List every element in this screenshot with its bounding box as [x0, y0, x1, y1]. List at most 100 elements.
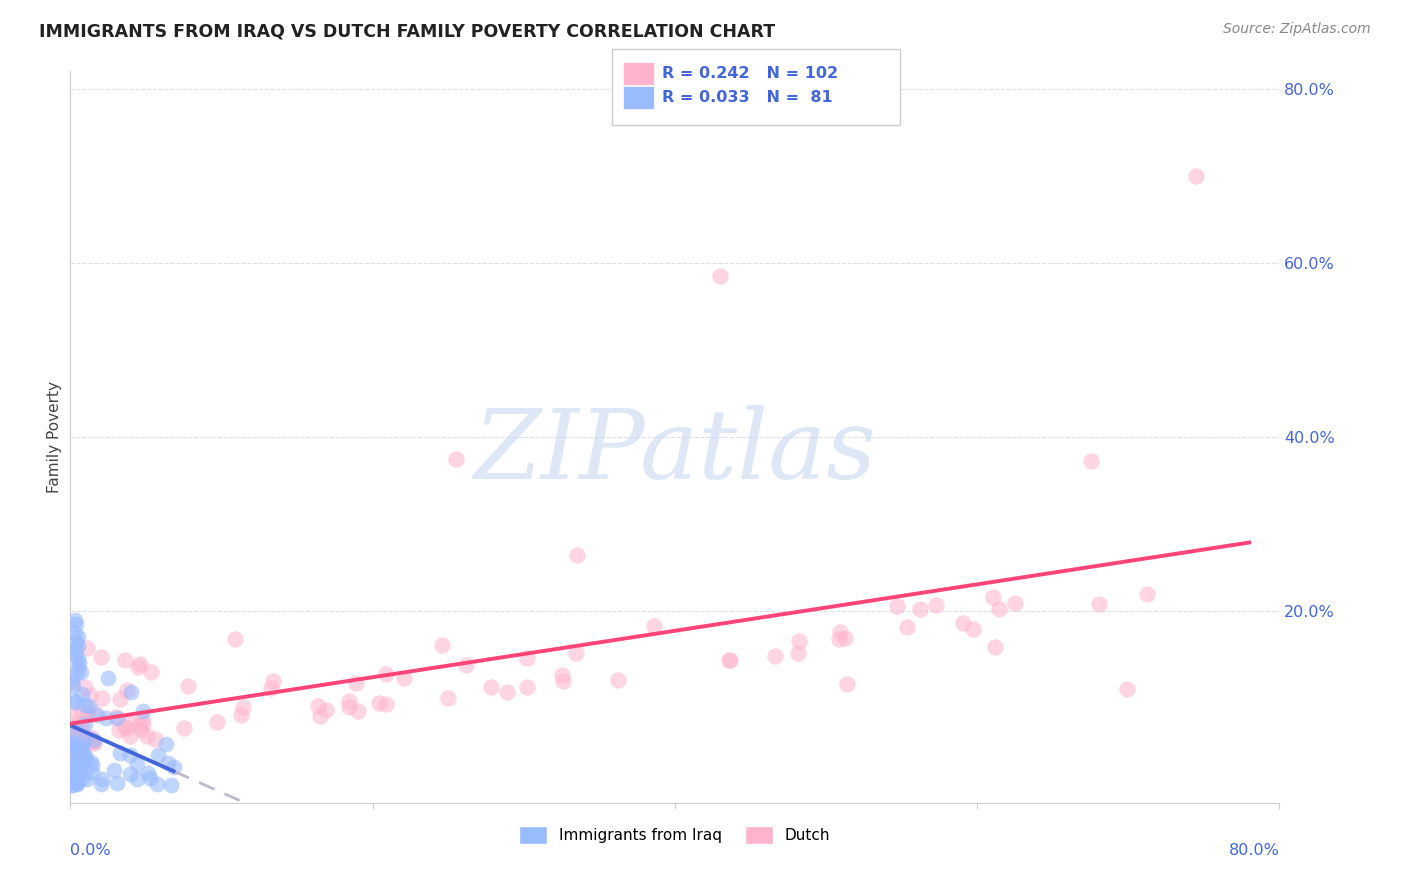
- Point: [763, 649, 786, 664]
- Point: [718, 653, 741, 667]
- Point: [565, 646, 588, 660]
- Point: [63, 772, 86, 787]
- Point: [62, 680, 84, 694]
- Point: [75, 753, 97, 767]
- Point: [73, 681, 96, 695]
- Point: [91, 772, 114, 786]
- Point: [146, 776, 169, 790]
- Point: [1004, 596, 1026, 610]
- Point: [75, 717, 97, 731]
- Point: [77, 705, 100, 719]
- Text: ZIPatlas: ZIPatlas: [474, 405, 876, 499]
- Point: [925, 599, 948, 613]
- Point: [128, 657, 150, 671]
- Point: [231, 707, 253, 722]
- Point: [962, 622, 984, 636]
- Point: [132, 717, 155, 731]
- Point: [62, 760, 84, 774]
- Point: [105, 709, 128, 723]
- Point: [70, 705, 93, 719]
- Point: [60, 739, 83, 753]
- Point: [77, 698, 100, 713]
- Point: [76, 772, 98, 786]
- Point: [344, 676, 367, 690]
- Point: [368, 696, 391, 710]
- Point: [65, 648, 87, 662]
- Point: [65, 775, 87, 789]
- Point: [260, 681, 283, 695]
- Point: [62, 694, 84, 708]
- Point: [1136, 587, 1159, 601]
- Point: [232, 700, 254, 714]
- Point: [709, 268, 731, 283]
- Point: [70, 744, 93, 758]
- Point: [60, 739, 83, 753]
- Point: [66, 741, 89, 756]
- Point: [90, 777, 112, 791]
- Point: [60, 676, 83, 690]
- Point: [828, 625, 851, 640]
- Point: [118, 715, 141, 730]
- Point: [436, 691, 458, 706]
- Point: [160, 778, 183, 792]
- Point: [97, 671, 120, 685]
- Point: [60, 674, 83, 689]
- Point: [717, 653, 740, 667]
- Point: [896, 620, 918, 634]
- Point: [117, 683, 139, 698]
- Point: [83, 706, 105, 720]
- Point: [308, 709, 330, 723]
- Point: [177, 679, 200, 693]
- Point: [337, 700, 360, 714]
- Point: [66, 731, 89, 745]
- Point: [66, 631, 89, 645]
- Point: [94, 711, 117, 725]
- Point: [60, 778, 83, 792]
- Text: R = 0.033   N =  81: R = 0.033 N = 81: [662, 90, 832, 104]
- Point: [86, 707, 108, 722]
- Point: [83, 736, 105, 750]
- Point: [444, 451, 467, 466]
- Point: [70, 722, 93, 736]
- Point: [163, 760, 186, 774]
- Point: [456, 657, 478, 672]
- Point: [834, 632, 856, 646]
- Point: [1088, 597, 1111, 611]
- Point: [65, 753, 87, 767]
- Text: R = 0.242   N = 102: R = 0.242 N = 102: [662, 66, 838, 81]
- Point: [60, 756, 83, 771]
- Point: [77, 706, 100, 721]
- Point: [67, 753, 90, 767]
- Point: [70, 665, 93, 680]
- Point: [60, 745, 83, 759]
- Point: [120, 748, 142, 763]
- Point: [65, 695, 87, 709]
- Point: [551, 668, 574, 682]
- Point: [827, 632, 849, 646]
- Point: [76, 640, 98, 655]
- Point: [80, 731, 103, 745]
- Point: [63, 613, 86, 627]
- Point: [307, 698, 329, 713]
- Point: [60, 730, 83, 744]
- Point: [837, 677, 859, 691]
- Point: [120, 767, 142, 781]
- Point: [70, 731, 93, 746]
- Point: [82, 765, 104, 780]
- Point: [60, 778, 83, 792]
- Point: [73, 747, 96, 762]
- Point: [129, 723, 152, 738]
- Point: [479, 680, 502, 694]
- Text: 0.0%: 0.0%: [70, 843, 111, 858]
- Point: [70, 771, 93, 785]
- Point: [66, 639, 89, 653]
- Point: [70, 756, 93, 770]
- Point: [337, 694, 360, 708]
- Point: [141, 665, 163, 679]
- Point: [565, 548, 588, 562]
- Point: [83, 732, 105, 747]
- Point: [82, 734, 104, 748]
- Point: [65, 716, 87, 731]
- Text: 80.0%: 80.0%: [1229, 843, 1279, 858]
- Point: [988, 602, 1011, 616]
